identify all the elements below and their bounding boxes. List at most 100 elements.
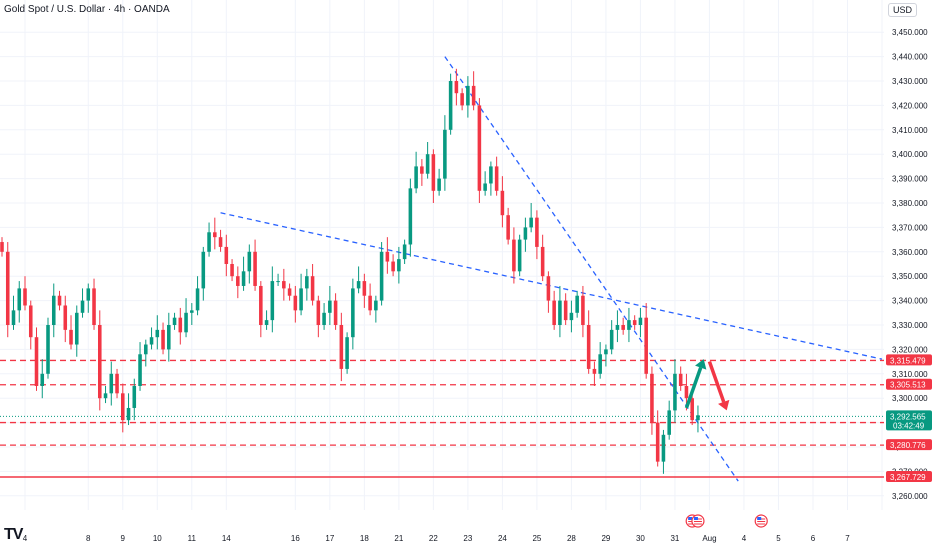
candle-body	[471, 85, 476, 106]
projection-arrows	[684, 359, 730, 411]
price-badge	[886, 378, 932, 390]
candle-body	[632, 320, 637, 325]
time-tick-label: 22	[429, 534, 438, 543]
price-badge-label: 3,292.565	[890, 412, 926, 421]
currency-button[interactable]: USD	[888, 3, 918, 17]
candle-body	[678, 373, 683, 386]
candle-body	[690, 398, 694, 421]
candle-body	[213, 232, 217, 238]
time-tick-label: 25	[532, 534, 541, 543]
candle-body	[598, 354, 602, 374]
candle-body	[97, 325, 102, 399]
price-badge	[886, 410, 932, 431]
candle-body	[397, 259, 401, 272]
candle-body	[379, 251, 384, 301]
candle-body	[17, 288, 22, 311]
candle-body	[161, 329, 165, 350]
candle-body	[92, 288, 96, 325]
candle-body	[149, 337, 154, 345]
price-axis: 3,260.0003,270.0003,280.0003,290.0003,30…	[884, 0, 932, 550]
arrow-up-head	[695, 359, 707, 370]
price-tick-label: 3,440.000	[892, 53, 928, 62]
symbol-title[interactable]: Gold Spot / U.S. Dollar · 4h · OANDA	[4, 4, 170, 15]
time-tick-label: 16	[291, 534, 300, 543]
candle-body	[684, 386, 689, 399]
time-tick-label: 29	[601, 534, 610, 543]
candles	[0, 68, 700, 474]
candle-body	[201, 251, 206, 289]
candle-body	[673, 373, 677, 411]
candle-body	[328, 300, 332, 313]
price-tick-label: 3,360.000	[892, 248, 928, 257]
price-tick-label: 3,340.000	[892, 297, 928, 306]
candle-body	[86, 288, 91, 301]
candle-body	[155, 329, 160, 338]
time-tick-label: 11	[188, 534, 197, 543]
time-tick-label: 7	[845, 534, 850, 543]
arrow-up-shaft	[684, 367, 703, 409]
candle-body	[523, 227, 528, 240]
candle-body	[195, 288, 200, 311]
price-badge-label: 3,315.479	[890, 356, 926, 365]
candle-body	[5, 251, 10, 325]
candle-body	[454, 81, 459, 94]
candle-body	[316, 300, 321, 325]
candle-body	[74, 312, 79, 345]
candle-body	[500, 190, 505, 216]
candle-body	[57, 295, 62, 306]
candle-body	[443, 129, 447, 179]
candle-body	[460, 93, 464, 106]
candle-body	[489, 166, 493, 184]
horizontal-levels	[0, 359, 884, 478]
candle-body	[477, 105, 482, 191]
candle-body	[466, 85, 470, 106]
price-axis-bg	[884, 0, 932, 550]
tradingview-logo[interactable]: TV	[4, 526, 23, 543]
time-tick-label: 9	[121, 534, 126, 543]
price-tick-label: 3,430.000	[892, 77, 928, 86]
price-badge-label: 3,267.729	[890, 473, 926, 482]
candle-body	[517, 239, 522, 272]
candle-body	[414, 166, 418, 189]
candle-body	[144, 344, 148, 355]
time-tick-label: 6	[811, 534, 816, 543]
candle-body	[190, 310, 194, 313]
candle-body	[621, 325, 625, 330]
candle-body	[494, 166, 499, 191]
candle-body	[115, 373, 119, 394]
candle-body	[322, 312, 326, 325]
candle-body	[362, 281, 367, 296]
candle-body	[345, 337, 349, 369]
candle-body	[586, 325, 591, 369]
time-tick-label: 4	[742, 534, 747, 543]
candle-body	[236, 276, 240, 286]
time-tick-label: 10	[153, 534, 162, 543]
candle-body	[28, 305, 33, 338]
candle-body	[247, 251, 252, 272]
candle-body	[11, 310, 16, 325]
candle-body	[69, 329, 73, 345]
candle-body	[103, 393, 108, 399]
candle-body	[627, 320, 631, 330]
time-tick-label: 5	[776, 534, 781, 543]
candle-body	[305, 276, 309, 289]
candle-body	[604, 349, 608, 355]
candle-body	[259, 285, 263, 325]
price-badge-label: 3,280.776	[890, 441, 926, 450]
time-tick-label: Aug	[702, 534, 716, 543]
time-tick-label: 4	[23, 534, 28, 543]
candle-body	[420, 166, 424, 174]
candle-body	[391, 261, 395, 272]
candle-body	[368, 295, 372, 311]
price-tick-label: 3,350.000	[892, 272, 928, 281]
price-tick-label: 3,390.000	[892, 175, 928, 184]
time-tick-label: 17	[325, 534, 334, 543]
countdown-label: 03:42:49	[893, 421, 925, 430]
candle-body	[299, 288, 303, 311]
candle-body	[23, 288, 27, 306]
candle-body	[661, 434, 666, 462]
time-tick-label: 30	[636, 534, 645, 543]
flag-canton	[757, 517, 762, 520]
